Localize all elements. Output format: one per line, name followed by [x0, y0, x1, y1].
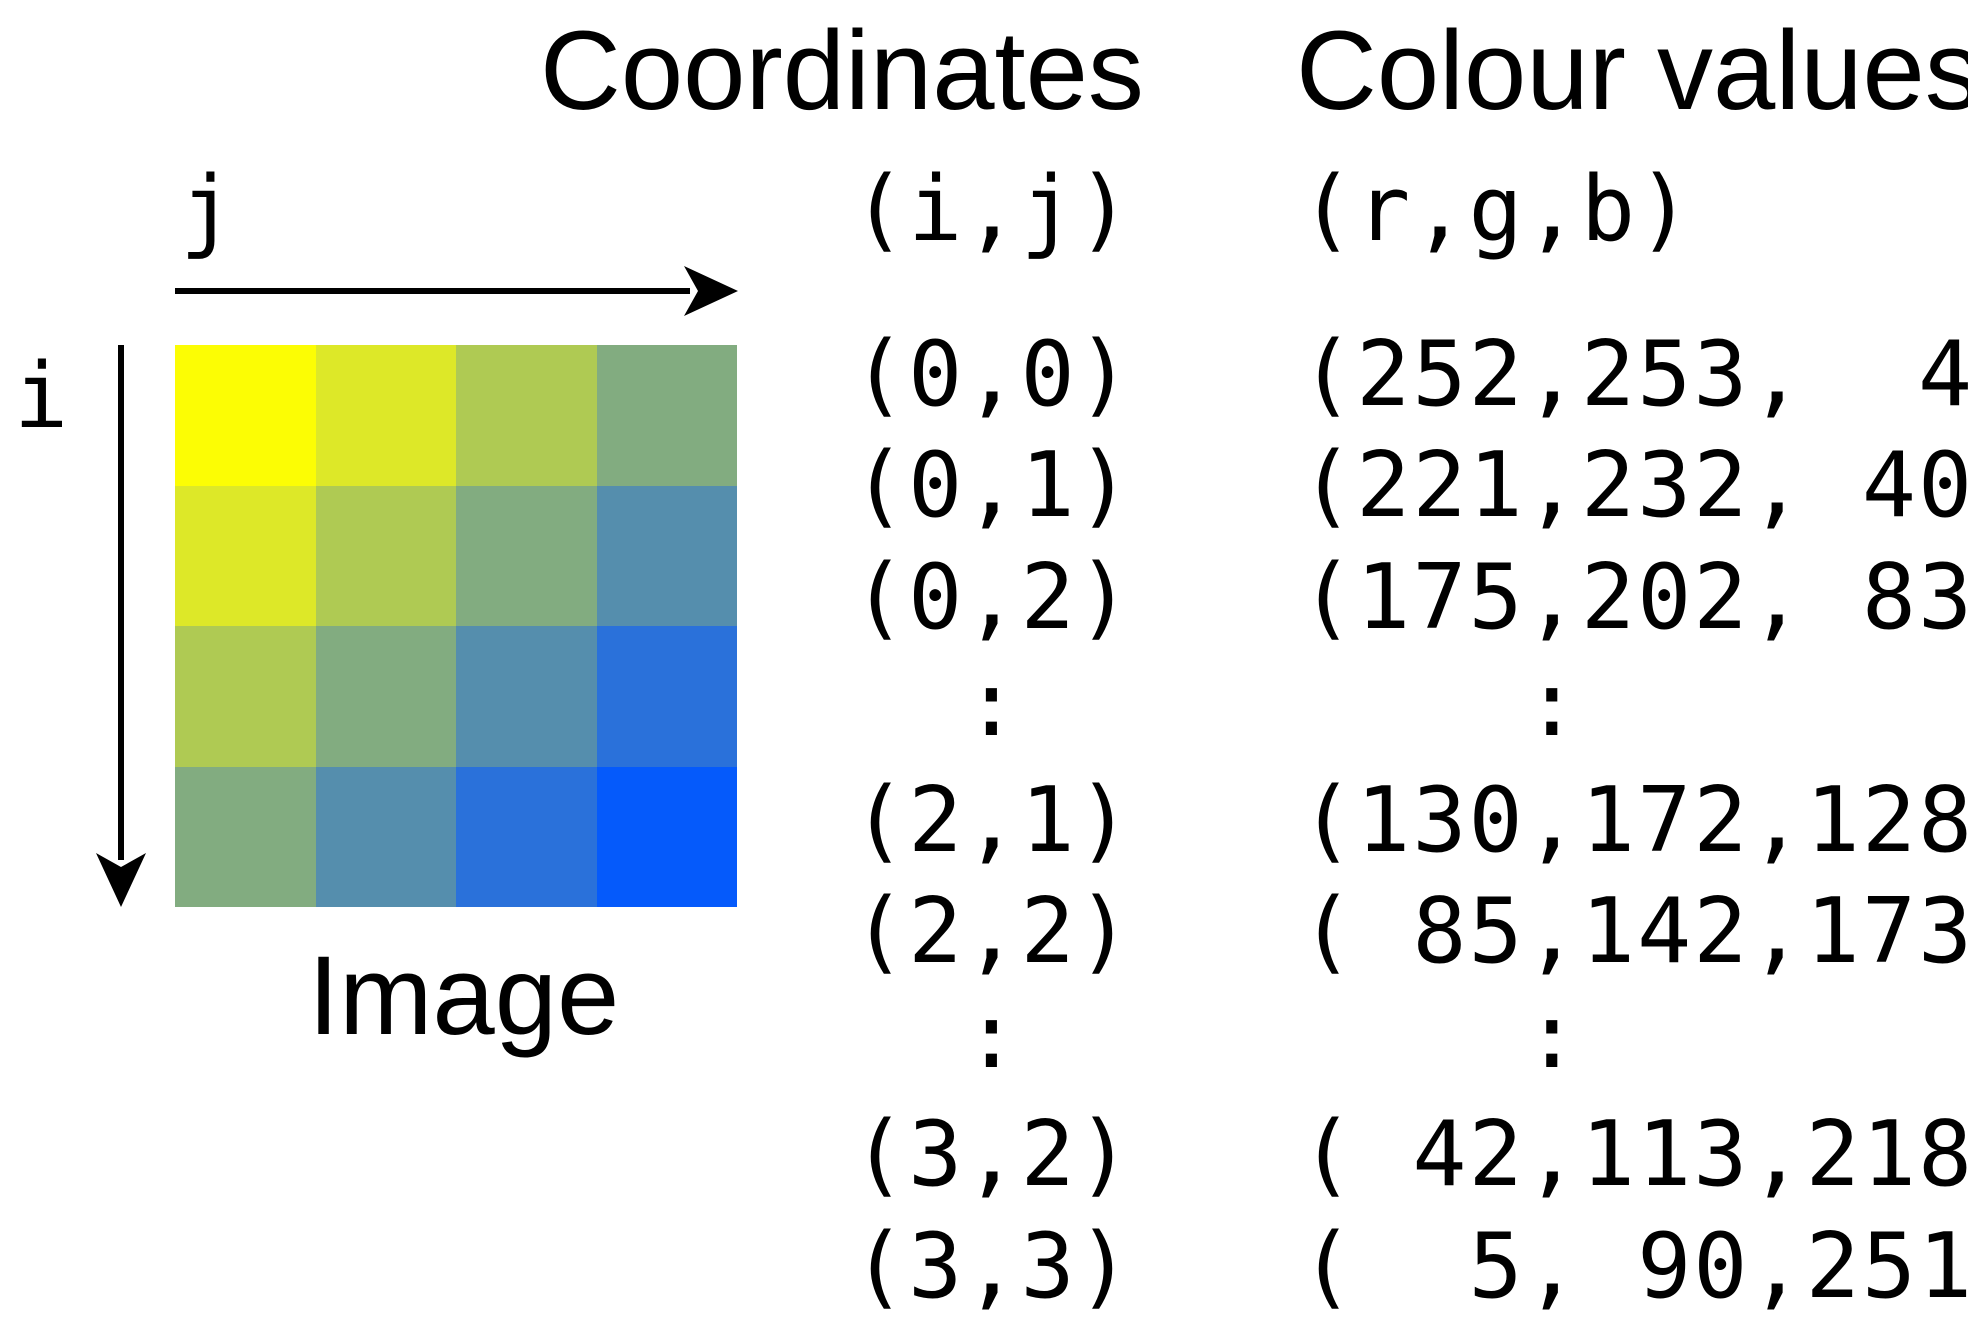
coordinate-row: (2,1) — [852, 768, 1133, 873]
image-caption: Image — [308, 933, 620, 1058]
coordinate-row: (0,2) — [852, 545, 1133, 650]
pixel-grid-image — [175, 345, 737, 907]
pixel-cell-1-0 — [175, 485, 316, 626]
colour-row: ( 42,113,218) — [1300, 1102, 1968, 1207]
colour-row: (252,253, 4) — [1300, 322, 1968, 427]
ellipsis-row: : — [1300, 984, 1581, 1089]
pixel-cell-0-0 — [175, 345, 316, 486]
pixel-cell-0-3 — [596, 345, 737, 486]
colours-column-header: (r,g,b) — [1300, 157, 1694, 262]
pixel-cell-2-1 — [315, 626, 456, 767]
pixel-cell-3-0 — [175, 766, 316, 907]
pixel-cell-0-2 — [456, 345, 597, 486]
pixel-cell-1-1 — [315, 485, 456, 626]
j-axis-arrowhead — [684, 266, 738, 316]
coordinate-row: (3,3) — [852, 1214, 1133, 1319]
pixel-cell-1-2 — [456, 485, 597, 626]
colour-row: (175,202, 83) — [1300, 545, 1968, 650]
pixel-cell-3-2 — [456, 766, 597, 907]
ellipsis-row: : — [852, 652, 1021, 757]
coordinate-row: (0,0) — [852, 322, 1133, 427]
coordinate-row: (0,1) — [852, 433, 1133, 538]
colour-row: ( 85,142,173) — [1300, 879, 1968, 984]
axis-i-label: i — [14, 344, 71, 449]
pixel-cell-3-3 — [596, 766, 737, 907]
coordinates-heading: Coordinates — [540, 8, 1144, 133]
colour-values-heading: Colour values — [1296, 8, 1968, 133]
colour-row: (221,232, 40) — [1300, 433, 1968, 538]
axis-j-label: j — [180, 157, 237, 262]
colour-row: ( 5, 90,251) — [1300, 1214, 1968, 1319]
colour-row: (130,172,128) — [1300, 768, 1968, 873]
pixel-cell-3-1 — [315, 766, 456, 907]
pixel-cell-1-3 — [596, 485, 737, 626]
pixel-cell-2-0 — [175, 626, 316, 767]
pixel-cell-0-1 — [315, 345, 456, 486]
ellipsis-row: : — [1300, 652, 1581, 757]
coordinate-row: (2,2) — [852, 879, 1133, 984]
pixel-cell-2-2 — [456, 626, 597, 767]
coordinates-column-header: (i,j) — [852, 157, 1133, 262]
i-axis-arrowhead — [96, 853, 146, 907]
coordinate-row: (3,2) — [852, 1102, 1133, 1207]
ellipsis-row: : — [852, 984, 1021, 1089]
pixel-cell-2-3 — [596, 626, 737, 767]
